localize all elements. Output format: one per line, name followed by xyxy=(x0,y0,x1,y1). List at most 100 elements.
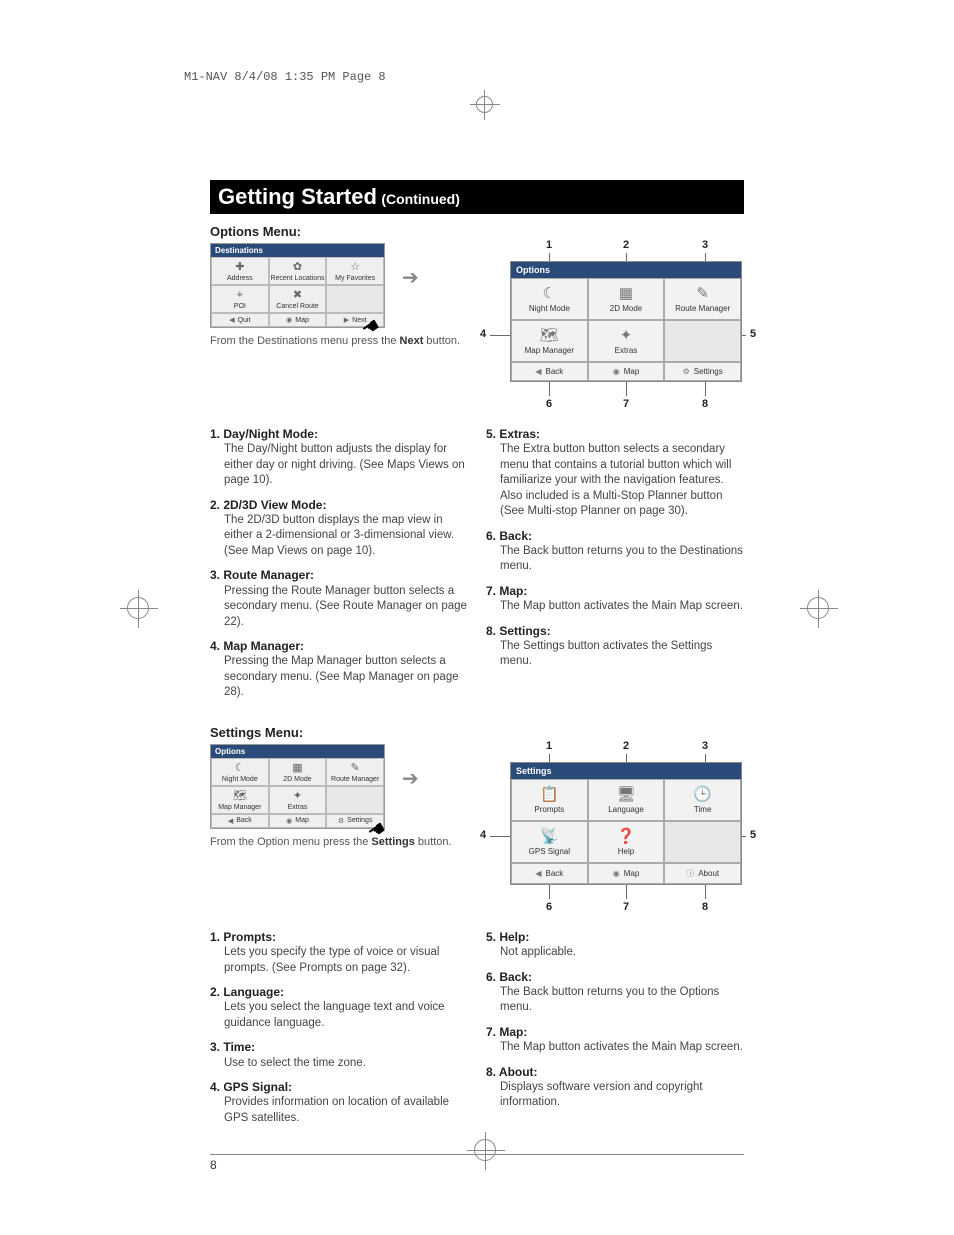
item-heading: 5. Help: xyxy=(486,929,744,945)
list-item: 5. Extras:The Extra button button select… xyxy=(486,426,744,520)
callout-5: 5 xyxy=(746,328,760,340)
item-body: Lets you specify the type of voice or vi… xyxy=(210,945,468,976)
callout-8: 8 xyxy=(698,398,712,410)
item-heading: 5. Extras: xyxy=(486,426,744,442)
cell-label: Extras xyxy=(288,804,308,811)
button-icon: ⓘ xyxy=(686,868,694,879)
settings-items-right: 5. Help:Not applicable. 6. Back:The Back … xyxy=(486,929,744,1134)
cell-icon: 📋 xyxy=(540,787,559,802)
menu-cell xyxy=(326,786,384,814)
list-item: 2. Language:Lets you select the language… xyxy=(210,984,468,1031)
bottom-button: ◉Map xyxy=(269,313,327,327)
cell-icon: 🗺 xyxy=(233,791,247,802)
list-item: 6. Back:The Back button returns you to t… xyxy=(486,528,744,575)
cell-label: Night Mode xyxy=(222,776,258,783)
cell-label: My Favorites xyxy=(335,275,375,282)
item-body: Use to select the time zone. xyxy=(210,1056,468,1072)
menu-cell: ☾Night Mode xyxy=(511,278,588,320)
large-titlebar: Settings xyxy=(511,763,741,779)
title-main: Getting Started xyxy=(218,184,377,209)
item-heading: 7. Map: xyxy=(486,583,744,599)
menu-cell: ✚Address xyxy=(211,257,269,285)
button-label: Back xyxy=(236,817,252,824)
callout-4: 4 xyxy=(476,829,490,841)
cell-label: 2D Mode xyxy=(283,776,311,783)
cell-icon: ▦ xyxy=(292,763,302,774)
mini-titlebar: Destinations xyxy=(211,244,384,257)
button-label: Settings xyxy=(694,367,723,376)
cell-icon: 🗺 xyxy=(540,328,559,343)
item-heading: 6. Back: xyxy=(486,969,744,985)
item-heading: 1. Day/Night Mode: xyxy=(210,426,468,442)
menu-cell: ⌖POI xyxy=(211,285,269,313)
title-bar: Getting Started (Continued) xyxy=(210,180,744,214)
registration-mark-left xyxy=(120,590,158,628)
arrow-right-icon: ➔ xyxy=(402,265,419,290)
button-icon: ◉ xyxy=(286,817,292,825)
cell-label: POI xyxy=(234,303,246,310)
callout-3: 3 xyxy=(698,740,712,752)
options-items-left: 1. Day/Night Mode:The Day/Night button a… xyxy=(210,426,468,709)
settings-large-screenshot: 1 2 3 4 5 Settings 📋Prompts🖥Language🕒Tim… xyxy=(486,744,744,903)
page-content: Getting Started (Continued) Options Menu… xyxy=(210,70,744,1134)
button-label: Back xyxy=(546,869,564,878)
cell-icon: ❓ xyxy=(617,829,636,844)
menu-cell: ▦ 2D Mode xyxy=(588,278,665,320)
button-label: About xyxy=(698,869,719,878)
callout-2: 2 xyxy=(619,239,633,251)
item-heading: 3. Route Manager: xyxy=(210,567,468,583)
registration-mark-right xyxy=(800,590,838,628)
item-heading: 8. Settings: xyxy=(486,623,744,639)
bottom-button: ◀Back xyxy=(211,814,269,828)
button-label: Map xyxy=(624,869,640,878)
page-number: 8 xyxy=(210,1154,744,1172)
item-body: The 2D/3D button displays the map view i… xyxy=(210,513,468,560)
menu-cell: 🖥Language xyxy=(588,779,665,821)
bottom-button: ◀Quit xyxy=(211,313,269,327)
triangle-icon: ◀ xyxy=(535,869,541,878)
list-item: 2. 2D/3D View Mode:The 2D/3D button disp… xyxy=(210,497,468,560)
cell-label: 2D Mode xyxy=(610,304,642,313)
options-large-screenshot: 1 2 3 4 5 Options ☾Night Mode▦2D Mode✎Ro… xyxy=(486,243,744,400)
cell-label: Map Manager xyxy=(218,804,261,811)
callout-5: 5 xyxy=(746,829,760,841)
triangle-icon: ◀ xyxy=(535,367,541,376)
options-heading: Options Menu: xyxy=(210,224,744,239)
menu-cell: ✎Route Manager xyxy=(326,758,384,786)
button-label: Quit xyxy=(238,317,251,324)
mini-titlebar: Options xyxy=(211,745,384,758)
cell-icon: ✦ xyxy=(620,328,633,343)
settings-items-left: 1. Prompts:Lets you specify the type of … xyxy=(210,929,468,1134)
cell-label: Cancel Route xyxy=(276,303,318,310)
menu-cell: ✦ Extras xyxy=(588,320,665,362)
callout-4: 4 xyxy=(476,328,490,340)
callout-3: 3 xyxy=(698,239,712,251)
title-sub: (Continued) xyxy=(381,191,460,207)
callout-1: 1 xyxy=(542,239,556,251)
bottom-button: ◉Map xyxy=(588,362,665,381)
destinations-mini-screenshot: Destinations ✚Address✿Recent Locations☆M… xyxy=(210,243,468,328)
cell-icon: ▦ xyxy=(619,286,633,301)
settings-heading: Settings Menu: xyxy=(210,725,744,740)
cell-icon: ✿ xyxy=(293,262,302,273)
item-body: Not applicable. xyxy=(486,945,744,961)
cell-icon: ✚ xyxy=(235,262,244,273)
menu-cell xyxy=(664,320,741,362)
menu-cell: 🕒Time xyxy=(664,779,741,821)
button-label: Back xyxy=(546,367,564,376)
item-heading: 4. Map Manager: xyxy=(210,638,468,654)
list-item: 4. Map Manager:Pressing the Map Manager … xyxy=(210,638,468,701)
cell-label: Time xyxy=(694,805,711,814)
callout-6: 6 xyxy=(542,398,556,410)
item-body: The Back button returns you to the Desti… xyxy=(486,544,744,575)
list-item: 1. Prompts:Lets you specify the type of … xyxy=(210,929,468,976)
menu-cell: 📋Prompts xyxy=(511,779,588,821)
list-item: 6. Back:The Back button returns you to t… xyxy=(486,969,744,1016)
cell-label: Extras xyxy=(615,346,638,355)
arrow-right-icon: ➔ xyxy=(402,766,419,791)
cell-icon: ✎ xyxy=(351,763,360,774)
cell-label: GPS Signal xyxy=(529,847,570,856)
bottom-button: ⚙Settings xyxy=(664,362,741,381)
item-heading: 4. GPS Signal: xyxy=(210,1079,468,1095)
item-heading: 2. Language: xyxy=(210,984,468,1000)
